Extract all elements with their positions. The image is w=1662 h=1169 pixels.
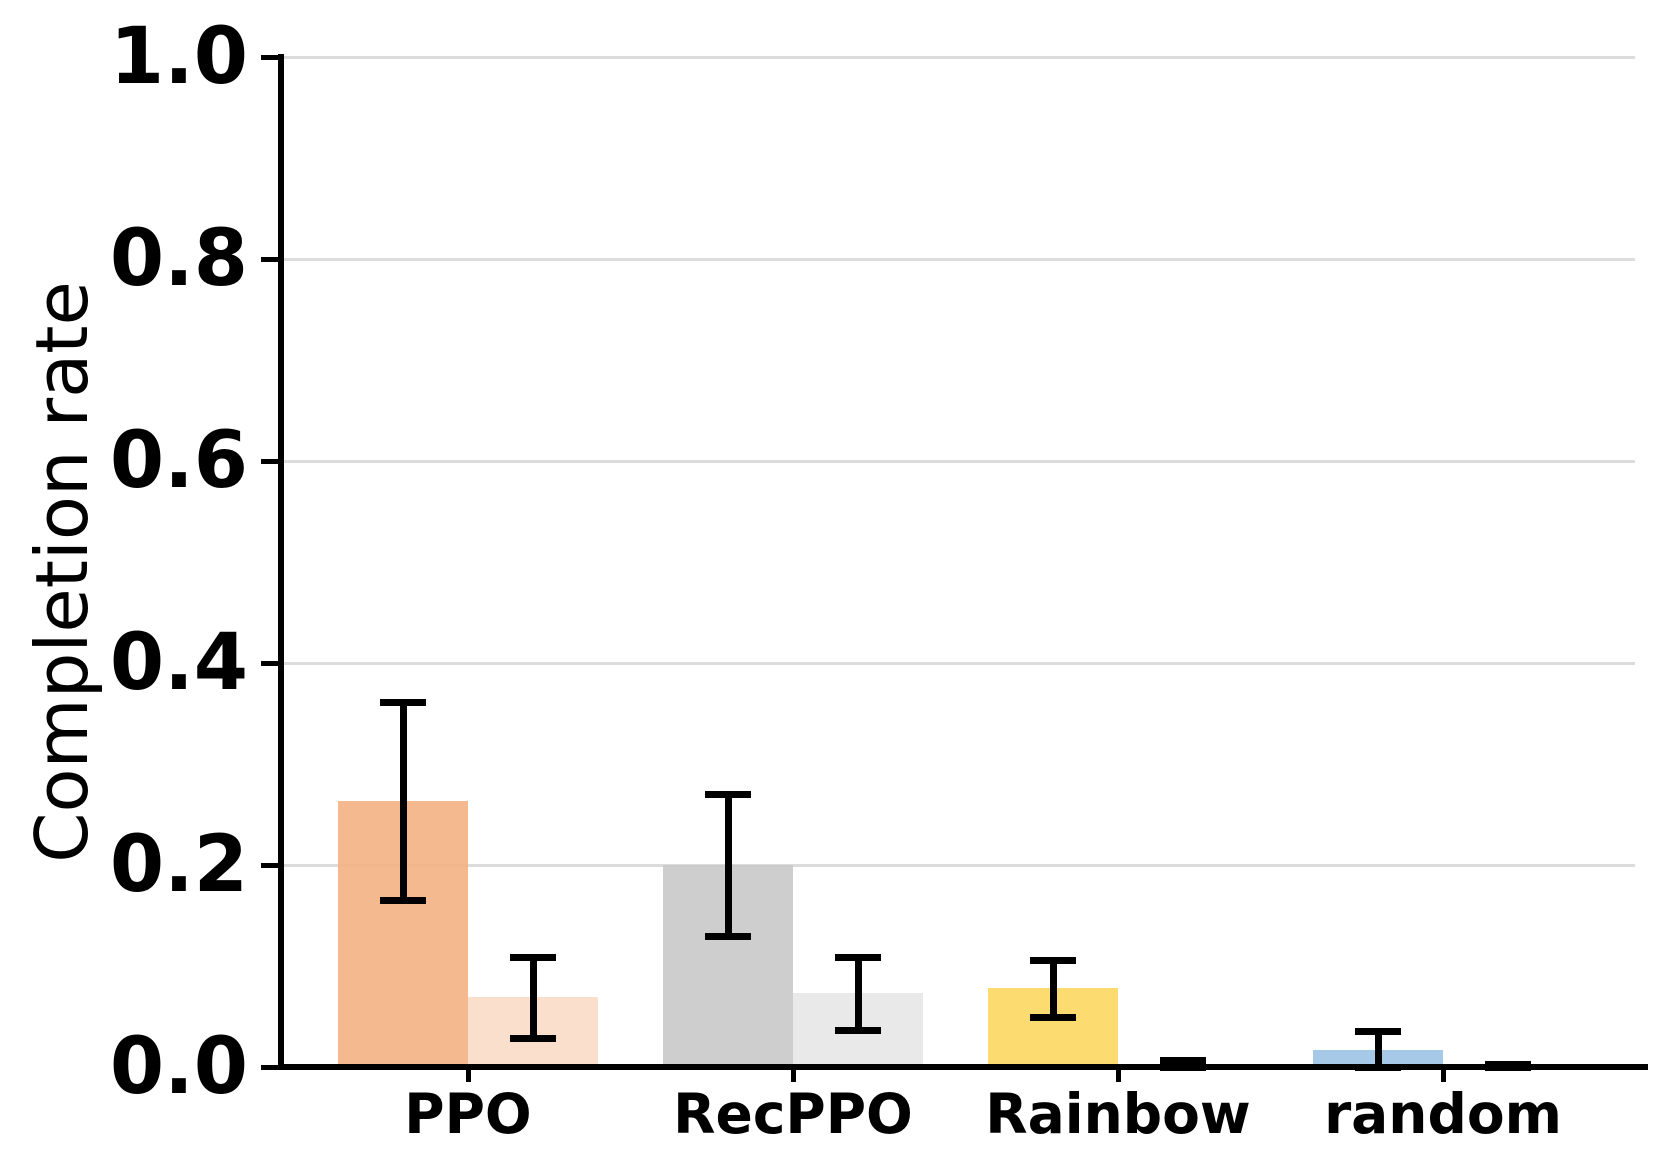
- gridline-0.4: [278, 662, 1635, 665]
- error-cap-bottom-PPO-dark-shade: [380, 897, 426, 905]
- ytick-mark-0.0: [261, 1065, 278, 1070]
- gridline-1.0: [278, 56, 1635, 59]
- y-axis-spine: [278, 54, 284, 1070]
- xtick-label-random: random: [1324, 1082, 1562, 1146]
- error-bar-PPO-light-shade: [529, 956, 537, 1038]
- gridline-0.8: [278, 258, 1635, 261]
- error-cap-top-RecPPO-dark-shade: [705, 791, 751, 799]
- ytick-label-0.6: 0.6: [109, 416, 248, 506]
- error-bar-RecPPO-light-shade: [854, 956, 862, 1030]
- error-cap-top-random-dark-shade: [1355, 1027, 1401, 1035]
- xtick-mark-Rainbow: [1116, 1067, 1121, 1082]
- xtick-label-Rainbow: Rainbow: [985, 1082, 1251, 1146]
- error-bar-PPO-dark-shade: [399, 702, 407, 901]
- ytick-label-0.2: 0.2: [109, 820, 248, 910]
- error-cap-top-PPO-light-shade: [510, 953, 556, 961]
- xtick-label-RecPPO: RecPPO: [673, 1082, 913, 1146]
- error-cap-top-RecPPO-light-shade: [835, 953, 881, 961]
- error-cap-bottom-Rainbow-light-shade: [1160, 1064, 1206, 1071]
- ytick-mark-1.0: [261, 55, 278, 60]
- ytick-mark-0.2: [261, 863, 278, 868]
- xtick-mark-PPO: [466, 1067, 471, 1082]
- ytick-mark-0.6: [261, 459, 278, 464]
- error-cap-bottom-random-dark-shade: [1355, 1064, 1401, 1071]
- ytick-mark-0.4: [261, 661, 278, 666]
- gridline-0.2: [278, 864, 1635, 867]
- error-cap-bottom-random-light-shade: [1485, 1064, 1531, 1071]
- ytick-label-0.8: 0.8: [109, 214, 248, 304]
- xtick-label-PPO: PPO: [404, 1082, 532, 1146]
- error-bar-Rainbow-dark-shade: [1049, 959, 1057, 1017]
- error-cap-top-Rainbow-light-shade: [1160, 1056, 1206, 1064]
- error-cap-bottom-RecPPO-light-shade: [835, 1026, 881, 1034]
- xtick-mark-RecPPO: [791, 1067, 796, 1082]
- xtick-mark-random: [1441, 1067, 1446, 1082]
- error-bar-RecPPO-dark-shade: [724, 794, 732, 936]
- error-cap-top-Rainbow-dark-shade: [1030, 956, 1076, 964]
- error-cap-bottom-PPO-light-shade: [510, 1034, 556, 1042]
- error-cap-top-PPO-dark-shade: [380, 699, 426, 707]
- ytick-label-1.0: 1.0: [109, 12, 248, 102]
- ytick-label-0.4: 0.4: [109, 618, 248, 708]
- error-cap-bottom-RecPPO-dark-shade: [705, 932, 751, 940]
- error-cap-bottom-Rainbow-dark-shade: [1030, 1013, 1076, 1021]
- ytick-label-0.0: 0.0: [109, 1022, 248, 1112]
- gridline-0.6: [278, 460, 1635, 463]
- ytick-mark-0.8: [261, 257, 278, 262]
- error-bar-random-dark-shade: [1374, 1030, 1382, 1067]
- x-axis-spine: [278, 1064, 1648, 1070]
